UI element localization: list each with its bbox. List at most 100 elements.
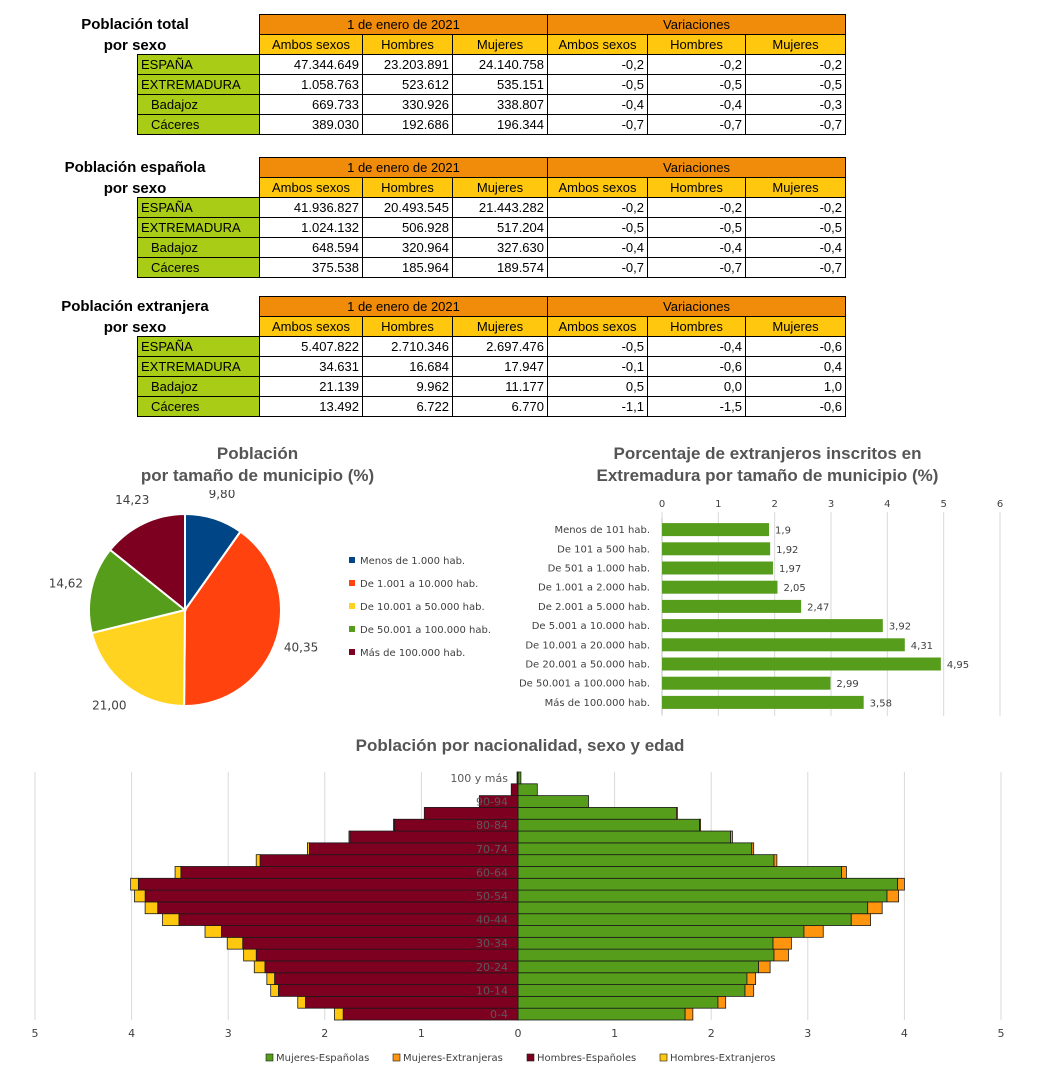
bar-hombres-espanoles (137, 877, 519, 891)
bar-mujeres-espanolas (517, 901, 869, 915)
table-title: Población total por sexo (60, 14, 210, 56)
table-row: Cáceres 13.492 6.722 6.770 -1,1 -1,5 -0,6 (137, 396, 846, 417)
bar-mujeres-espanolas (517, 925, 805, 938)
x-tick-label: 0 (659, 499, 665, 510)
table-cell: 1.058.763 (259, 74, 363, 95)
bar-mujeres-espanolas (517, 972, 748, 985)
legend-swatch (349, 626, 355, 632)
bar-hombres-espanoles (516, 771, 519, 785)
legend-swatch (392, 1053, 401, 1062)
bar-mujeres-extranjeras (699, 818, 701, 832)
data-table: 1 de enero de 2021 Variaciones Ambos sexos… (137, 157, 846, 278)
bar (662, 580, 778, 594)
column-header: Ambos sexos (259, 34, 363, 55)
pie-chart: 9,80 40,35 21,00 14,62 14,23 Menos de 1.000 h… (49, 490, 491, 713)
table-title: Población extranjera por sexo (40, 296, 230, 338)
table-cell: -0,6 (745, 396, 846, 417)
x-tick-label: 2 (321, 1027, 328, 1040)
legend-label: Menos de 1.000 hab. (360, 556, 465, 567)
header-blank (138, 35, 260, 55)
category-label: De 1.001 a 2.000 hab. (538, 583, 650, 594)
column-header: Hombres (362, 34, 453, 55)
legend-label: Mujeres-Extranjeras (403, 1053, 503, 1064)
bar-hombres-espanoles (423, 807, 519, 820)
bar-mujeres-extranjeras (717, 995, 727, 1009)
data-table: 1 de enero de 2021 Variaciones Ambos sexos… (137, 296, 846, 417)
table-cell: 648.594 (259, 237, 363, 258)
table-cell: -0,5 (547, 336, 648, 357)
legend-swatch (659, 1053, 668, 1062)
age-group-label: 0-4 (490, 1008, 508, 1021)
header-blank (138, 297, 260, 317)
table-cell: 375.538 (259, 257, 363, 278)
table-cell: -1,5 (647, 396, 746, 417)
column-header: Mujeres (745, 316, 846, 337)
bar-mujeres-extranjeras (758, 960, 771, 974)
header-group-variaciones: Variaciones (547, 157, 846, 178)
column-header: Mujeres (452, 177, 548, 198)
table-cell: 17.947 (452, 356, 548, 377)
table-cell: 185.964 (362, 257, 453, 278)
column-header: Hombres (362, 177, 453, 198)
bar-hombres-espanoles (274, 972, 519, 985)
table-title-line2: por sexo (103, 319, 167, 336)
legend-label: Mujeres-Españolas (276, 1053, 369, 1064)
pie-value-label: 21,00 (92, 699, 126, 713)
table-cell: 338.807 (452, 94, 548, 115)
legend-label: De 10.001 a 50.000 hab. (360, 602, 485, 613)
bar-mujeres-extranjeras (897, 877, 905, 891)
row-label: Cáceres (137, 114, 260, 135)
table-cell: 6.722 (362, 396, 453, 417)
pyramid-chart: 5 4 3 2 1 0 1 2 3 4 5 0-4 10-14 20-24 30-34 40-44 50-54 6… (32, 771, 1005, 1064)
bar-value-label: 3,92 (889, 622, 911, 633)
header-group-date: 1 de enero de 2021 (259, 14, 548, 35)
bar-value-label: 2,05 (783, 583, 805, 594)
table-cell: -0,4 (647, 336, 746, 357)
bar-hombres-espanoles (144, 889, 519, 903)
age-group-label: 40-44 (476, 914, 508, 927)
table-row: Cáceres 389.030 192.686 196.344 -0,7 -0,7 -0,7 (137, 114, 846, 135)
table-cell: 47.344.649 (259, 54, 363, 75)
bar-mujeres-extranjeras (841, 866, 847, 879)
legend-swatch (349, 580, 355, 586)
table-cell: -0,2 (745, 54, 846, 75)
legend-label: Hombres-Españoles (537, 1053, 636, 1064)
column-header: Mujeres (745, 34, 846, 55)
bar-mujeres-extranjeras (773, 948, 789, 962)
bar-value-label: 3,58 (870, 698, 892, 709)
table-title-line1: Población extranjera (61, 298, 209, 315)
header-group-variaciones: Variaciones (547, 14, 846, 35)
bar-mujeres-espanolas (517, 913, 852, 926)
bar-hombres-extranjeros (204, 925, 222, 938)
pie-title-line2: por tamaño de municipio (%) (140, 466, 375, 485)
table-title: Población española por sexo (45, 157, 225, 199)
table-cell: -0,6 (647, 356, 746, 377)
table-cell: 0,4 (745, 356, 846, 377)
pie-value-label: 9,80 (209, 490, 236, 501)
table-row: ESPAÑA 41.936.827 20.493.545 21.443.282 -0,2… (137, 197, 846, 218)
bar-mujeres-espanolas (517, 889, 888, 903)
bar-hombres-extranjeros (130, 877, 139, 891)
bar-hombres-espanoles (180, 866, 519, 879)
table-cell: -0,2 (647, 54, 746, 75)
x-tick-label: 4 (884, 499, 890, 510)
bar-hombres-espanoles (349, 830, 519, 844)
table-cell: 517.204 (452, 217, 548, 238)
table-cell: 1,0 (745, 376, 846, 397)
header-blank (138, 317, 260, 337)
bar-value-label: 4,31 (911, 641, 933, 652)
header-blank (138, 178, 260, 198)
table-cell: 535.151 (452, 74, 548, 95)
bar-mujeres-espanolas (517, 866, 843, 879)
header-blank (138, 15, 260, 35)
x-tick-label: 6 (997, 499, 1003, 510)
age-group-label: 80-84 (476, 819, 508, 832)
bar-value-label: 2,99 (836, 679, 858, 690)
category-label: Menos de 101 hab. (554, 525, 650, 536)
bar-mujeres-extranjeras (886, 889, 900, 903)
x-tick-label: 0 (515, 1027, 522, 1040)
header-group-variaciones: Variaciones (547, 296, 846, 317)
column-header: Ambos sexos (547, 34, 648, 55)
bar-mujeres-extranjeras (850, 913, 871, 926)
table-cell: 16.684 (362, 356, 453, 377)
